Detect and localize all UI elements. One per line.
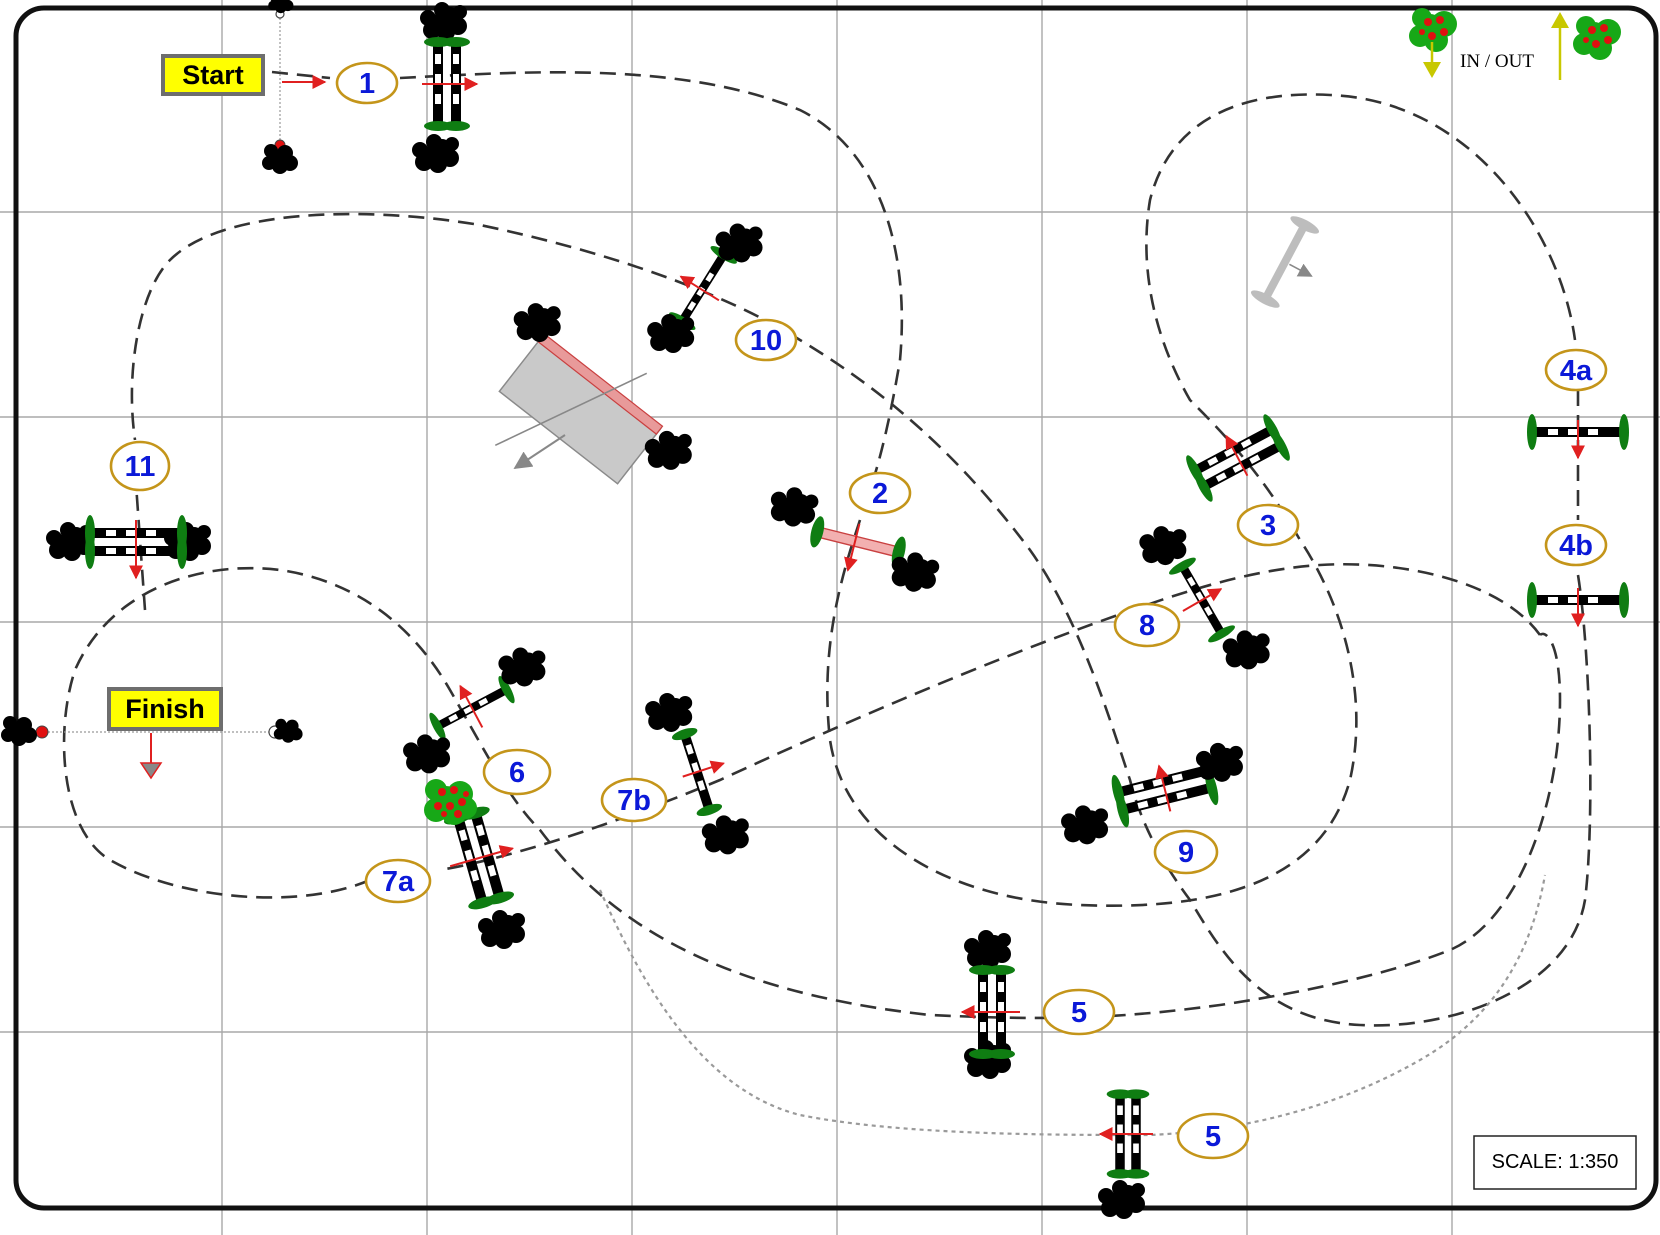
shrub-icon xyxy=(645,692,693,732)
shrub-icon xyxy=(1195,742,1243,782)
shrub-icon xyxy=(273,718,303,743)
obstacle-4a xyxy=(1527,414,1629,460)
obstacle-4b xyxy=(1527,582,1629,628)
shrub-icon xyxy=(262,144,298,174)
shrub-icon xyxy=(268,0,294,14)
obstacle-3 xyxy=(1182,412,1294,504)
jump-label-10: 10 xyxy=(734,318,798,362)
jump-number: 1 xyxy=(359,68,375,100)
shrub-icon xyxy=(1061,805,1109,845)
jump-label-2: 2 xyxy=(848,471,912,515)
jump-number: 3 xyxy=(1260,510,1276,542)
obstacle-6 xyxy=(403,647,546,774)
jump-label-5: 5 xyxy=(1042,988,1116,1036)
jump-number: 7a xyxy=(382,866,415,898)
jump-number: 8 xyxy=(1139,610,1155,642)
start-sign: Start xyxy=(161,54,265,96)
jump-number: 4b xyxy=(1559,530,1593,562)
obstacle-1 xyxy=(412,2,479,173)
obstacle-10 xyxy=(647,223,763,354)
course-path xyxy=(62,70,1592,1137)
shrub-icon xyxy=(1098,1180,1145,1219)
obstacle-5 xyxy=(960,930,1020,1079)
shrub-icon xyxy=(701,815,749,855)
jump-label-8: 8 xyxy=(1113,602,1181,648)
jump-label-5-alt: 5 xyxy=(1176,1112,1250,1160)
obstacle-5-alt xyxy=(1098,1089,1153,1219)
jump-label-7b: 7b xyxy=(600,777,668,823)
shrub-icon xyxy=(715,223,763,263)
flower-bush-icon xyxy=(1409,8,1457,52)
shrub-icon xyxy=(498,647,546,687)
finish-gate xyxy=(1,716,303,780)
jump-label-3: 3 xyxy=(1236,503,1300,547)
flower-bush-icon xyxy=(424,779,477,825)
flower-bush-icon xyxy=(1573,16,1621,60)
jump-number: 5 xyxy=(1205,1121,1221,1153)
arena-border xyxy=(13,5,1659,1211)
jump-number: 6 xyxy=(509,757,525,789)
shrub-icon xyxy=(1139,526,1187,566)
jump-number: 7b xyxy=(617,785,651,817)
scale-box: SCALE: 1:350 xyxy=(1473,1135,1637,1190)
obstacle-8 xyxy=(1139,526,1270,670)
jump-number: 4a xyxy=(1560,355,1593,387)
water-obstacle xyxy=(494,303,692,485)
scale-label: SCALE: 1:350 xyxy=(1492,1151,1619,1173)
jump-number: 2 xyxy=(872,478,888,510)
in-out-label: IN / OUT xyxy=(1460,51,1534,72)
jump-label-11: 11 xyxy=(109,440,171,492)
jump-label-7a: 7a xyxy=(364,858,432,904)
jump-label-1: 1 xyxy=(335,61,399,105)
jump-label-9: 9 xyxy=(1153,829,1219,875)
jump-number: 5 xyxy=(1071,997,1087,1029)
obstacle-9 xyxy=(1061,742,1243,845)
shrub-icon xyxy=(647,314,695,354)
shrub-icon xyxy=(1222,630,1270,670)
shrub-icon xyxy=(478,910,525,949)
start-gate xyxy=(262,0,327,174)
obstacle-7b xyxy=(645,692,749,855)
shrub-icon xyxy=(964,930,1011,969)
jump-label-4b: 4b xyxy=(1544,523,1608,567)
jump-number: 9 xyxy=(1178,837,1194,869)
jump-number: 11 xyxy=(125,451,156,483)
finish-label: Finish xyxy=(125,694,205,724)
shrub-icon xyxy=(403,734,451,774)
jump-label-4a: 4a xyxy=(1544,348,1608,392)
start-label: Start xyxy=(182,60,244,90)
direction-arrow xyxy=(513,434,566,469)
finish-sign: Finish xyxy=(107,687,223,731)
practice-fence xyxy=(1250,216,1320,308)
obstacle-7a xyxy=(442,804,516,912)
jump-number: 10 xyxy=(750,325,782,357)
obstacle-11 xyxy=(46,515,211,580)
shrub-icon xyxy=(1,716,37,746)
shrub-icon xyxy=(412,134,459,173)
in-out-legend: IN / OUT xyxy=(1409,8,1621,80)
obstacle-2 xyxy=(765,482,942,597)
shrub-icon xyxy=(513,303,561,343)
shrub-icon xyxy=(765,482,821,532)
jump-label-6: 6 xyxy=(482,748,552,796)
